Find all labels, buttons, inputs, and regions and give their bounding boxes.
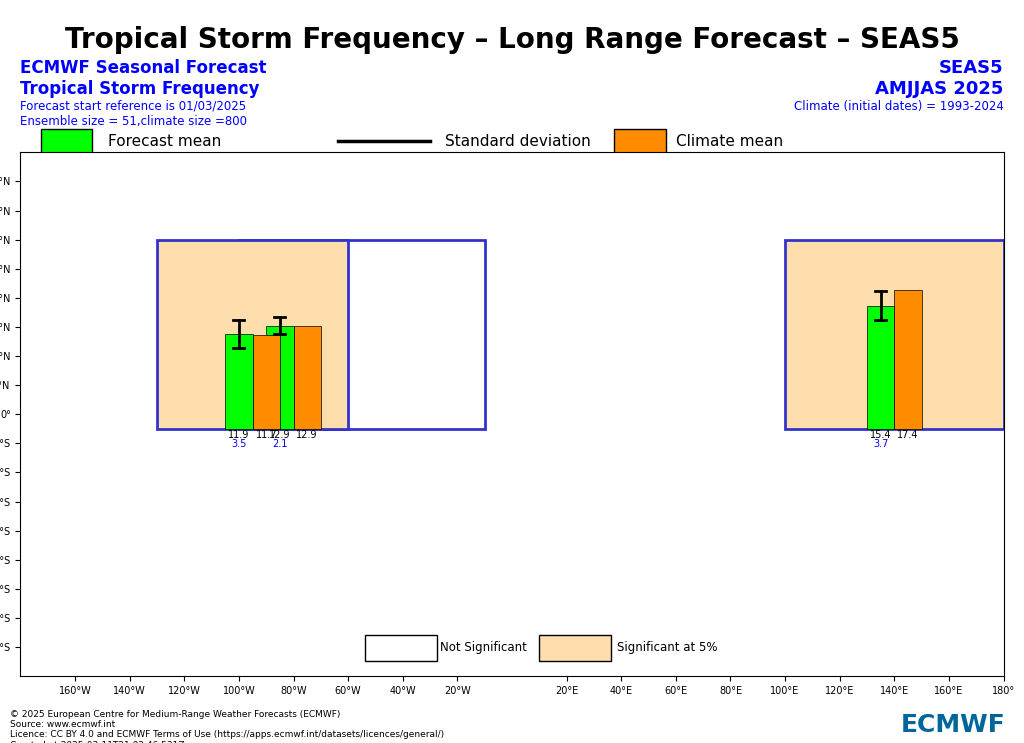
Text: ECMWF Seasonal Forecast: ECMWF Seasonal Forecast (20, 59, 267, 77)
Text: 15.4: 15.4 (870, 430, 891, 441)
Text: 17.4: 17.4 (897, 430, 919, 441)
Text: SEAS5: SEAS5 (939, 59, 1004, 77)
Text: Climate mean: Climate mean (676, 134, 783, 149)
Text: AMJJAS 2025: AMJJAS 2025 (876, 80, 1004, 97)
Bar (239, 239, 484, 429)
Text: Tropical Storm Frequency: Tropical Storm Frequency (20, 80, 260, 97)
Text: 12.9: 12.9 (297, 430, 317, 441)
Text: 3.5: 3.5 (231, 439, 247, 449)
Text: Forecast start reference is 01/03/2025: Forecast start reference is 01/03/2025 (20, 100, 247, 112)
Text: 11.7: 11.7 (256, 430, 276, 441)
Text: Tropical Storm Frequency – Long Range Forecast – SEAS5: Tropical Storm Frequency – Long Range Fo… (65, 26, 959, 54)
Bar (225, 334, 253, 429)
Bar (867, 305, 894, 429)
Bar (294, 325, 321, 429)
Text: 2.1: 2.1 (272, 439, 288, 449)
Text: 12.9: 12.9 (269, 430, 291, 441)
Bar (253, 335, 280, 429)
Text: Standard deviation: Standard deviation (445, 134, 591, 149)
Bar (539, 635, 610, 661)
Text: ECMWF: ECMWF (901, 713, 1006, 737)
Bar (365, 635, 437, 661)
Text: Forecast mean: Forecast mean (108, 134, 221, 149)
FancyBboxPatch shape (614, 129, 666, 153)
Text: 3.7: 3.7 (872, 439, 889, 449)
Bar (266, 325, 294, 429)
Bar (894, 290, 922, 429)
Bar (785, 239, 1004, 429)
Text: Significant at 5%: Significant at 5% (617, 641, 718, 654)
Text: 11.9: 11.9 (228, 430, 250, 441)
Bar (157, 239, 348, 429)
Text: © 2025 European Centre for Medium-Range Weather Forecasts (ECMWF)
Source: www.ec: © 2025 European Centre for Medium-Range … (10, 710, 444, 743)
FancyBboxPatch shape (41, 129, 92, 153)
Text: Climate (initial dates) = 1993-2024: Climate (initial dates) = 1993-2024 (794, 100, 1004, 112)
Text: Not Significant: Not Significant (440, 641, 527, 654)
Text: Ensemble size = 51,climate size =800: Ensemble size = 51,climate size =800 (20, 115, 248, 128)
